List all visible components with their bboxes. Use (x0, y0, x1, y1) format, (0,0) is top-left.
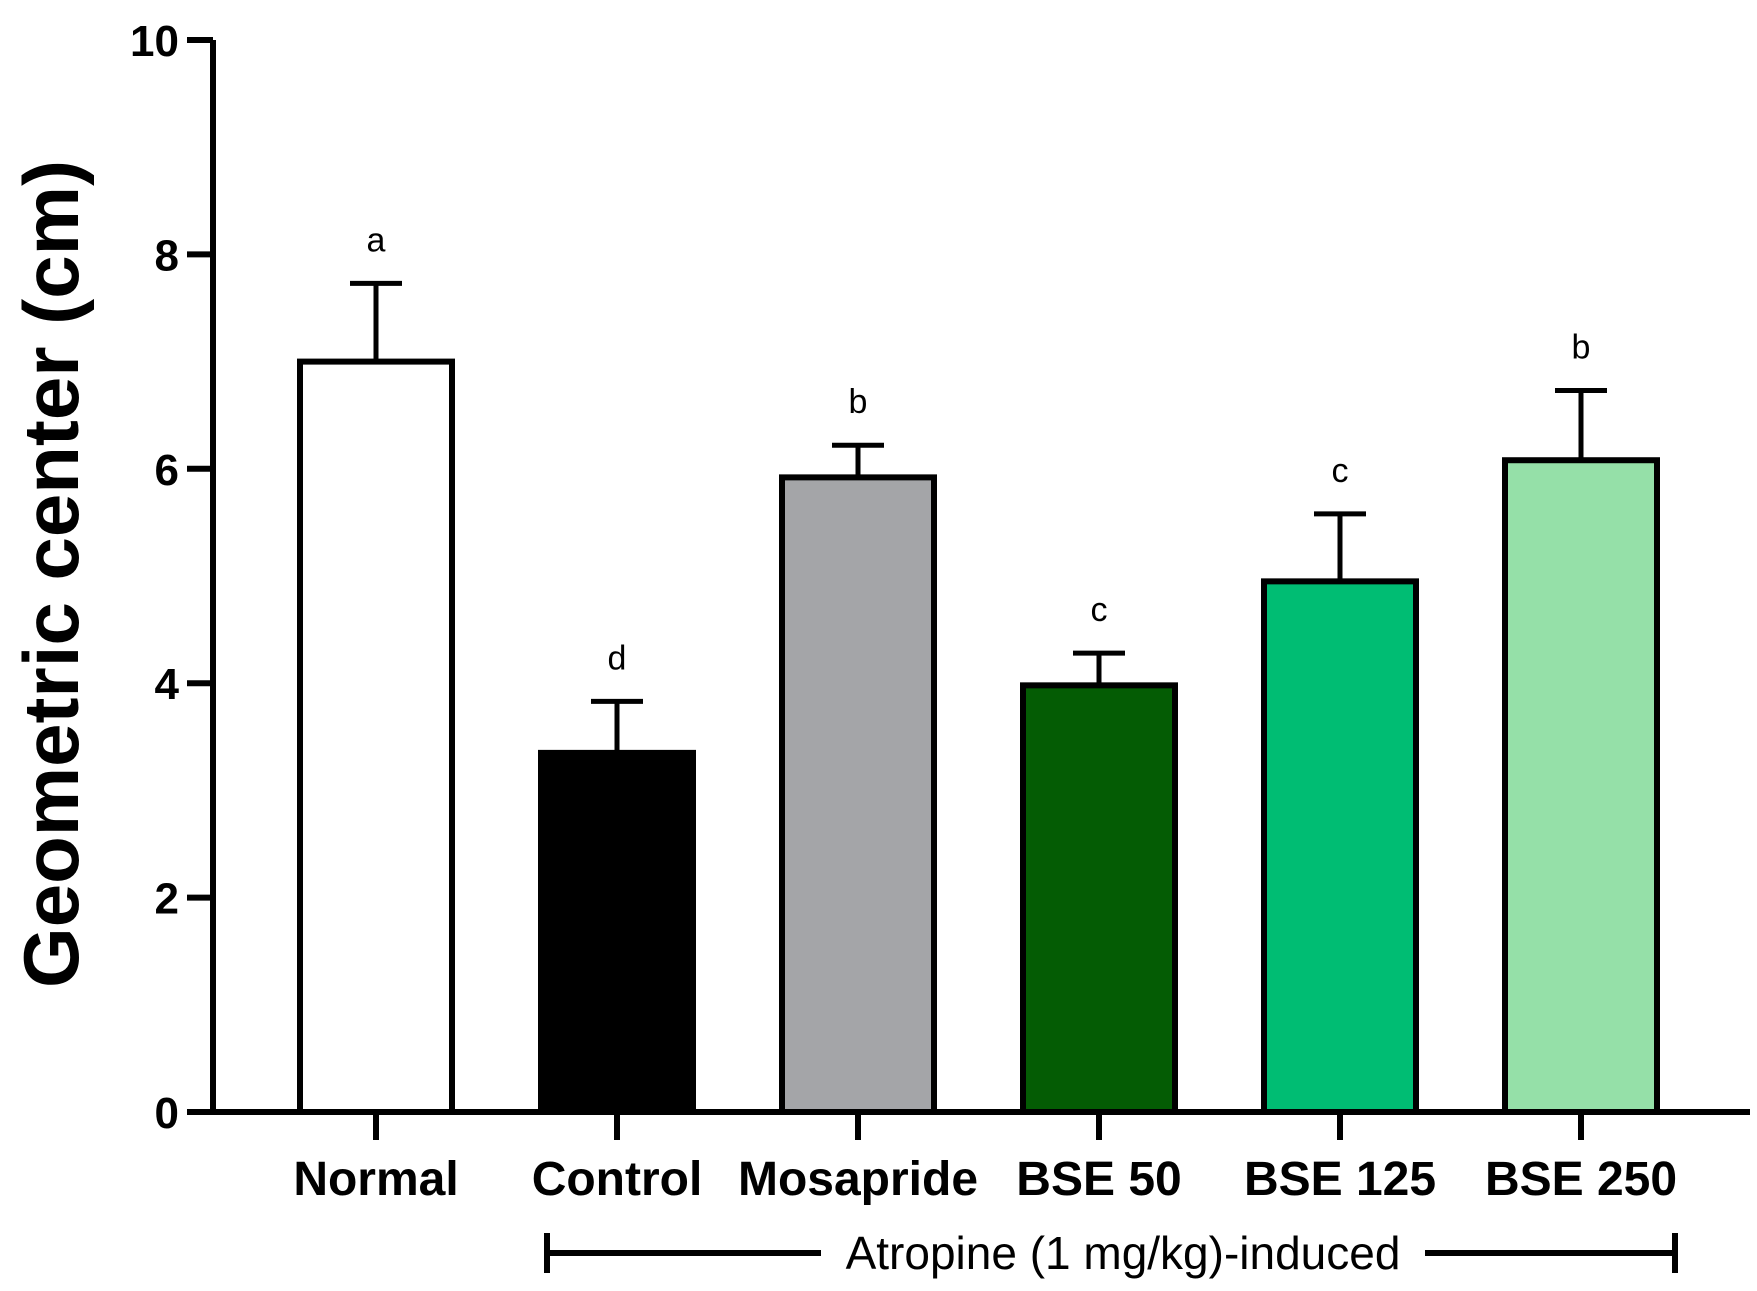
significance-letters: a d b c c b (367, 221, 1591, 677)
bar (1502, 457, 1660, 1115)
error-bars (350, 280, 1607, 753)
bar (779, 474, 937, 1116)
bar (538, 749, 696, 1115)
significance-letter: a (367, 221, 386, 259)
y-tick-label: 6 (155, 446, 179, 495)
y-tick-label: 8 (155, 231, 179, 280)
y-tick-label: 0 (155, 1089, 179, 1138)
significance-letter: c (1091, 591, 1108, 629)
x-tick-label: Normal (293, 1153, 458, 1206)
y-tick-label: 2 (155, 875, 179, 924)
significance-letter: d (608, 639, 627, 677)
significance-letter: c (1332, 452, 1349, 490)
bar (1261, 578, 1419, 1115)
x-tick-label: BSE 50 (1016, 1153, 1181, 1206)
x-tick-label: Control (532, 1153, 703, 1206)
group-bracket: Atropine (1 mg/kg)-induced (544, 1227, 1678, 1279)
y-tick-label: 4 (155, 660, 180, 709)
y-axis: 0 2 4 6 8 10 (130, 17, 216, 1138)
bar (1020, 682, 1178, 1115)
x-tick-label: Mosapride (738, 1153, 978, 1206)
bracket-label: Atropine (1 mg/kg)-induced (846, 1227, 1401, 1279)
x-axis: Normal Control Mosapride BSE 50 BSE 125 BSE 2… (187, 1109, 1750, 1206)
y-tick-label: 10 (130, 17, 179, 66)
x-tick-label: BSE 250 (1485, 1153, 1677, 1206)
y-axis-title: Geometric center (cm) (7, 160, 95, 988)
significance-letter: b (1572, 329, 1591, 367)
x-tick-label: BSE 125 (1244, 1153, 1436, 1206)
bar (297, 358, 455, 1116)
significance-letter: b (849, 383, 868, 421)
bars (297, 358, 1660, 1116)
